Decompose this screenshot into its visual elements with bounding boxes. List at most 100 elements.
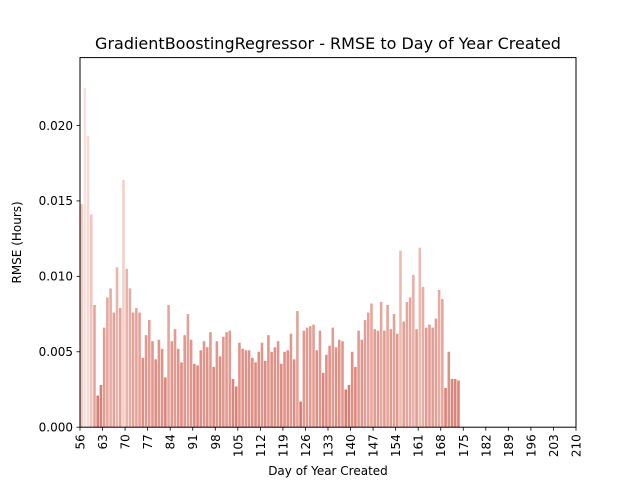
bar: [405, 301, 409, 428]
bar: [222, 336, 225, 428]
bar: [296, 311, 299, 428]
plot-frame: [79, 57, 577, 428]
bar: [318, 330, 322, 428]
x-tick-label: 203: [547, 434, 561, 457]
x-tick-label: 154: [389, 434, 403, 457]
bar: [276, 341, 280, 428]
y-axis-label: RMSE (Hours): [10, 201, 24, 283]
bar: [141, 357, 145, 428]
bar: [99, 384, 103, 428]
bar: [321, 372, 325, 428]
bar: [383, 330, 386, 428]
bar: [205, 347, 209, 428]
bar: [315, 350, 319, 428]
bar: [228, 330, 232, 428]
bar: [151, 341, 154, 428]
bar: [93, 305, 96, 428]
bar: [160, 348, 164, 428]
bar: [450, 378, 454, 428]
bar: [360, 339, 364, 428]
bar: [122, 179, 125, 428]
x-axis-label: Day of Year Created: [268, 464, 388, 478]
bar: [434, 318, 438, 428]
bar: [325, 354, 328, 428]
y-tick-label: 0.020: [39, 119, 73, 133]
bar: [225, 332, 228, 428]
bar: [309, 326, 312, 428]
bar: [80, 203, 83, 428]
y-axis-ticks: 0.000 0.005 0.010 0.015 0.020: [39, 119, 80, 435]
bar: [89, 214, 93, 428]
bar: [421, 286, 425, 428]
bar: [215, 341, 219, 428]
bar: [170, 341, 174, 428]
bar: [447, 351, 451, 428]
bar: [154, 359, 157, 428]
bar: [292, 359, 296, 428]
x-tick-label: 196: [524, 434, 538, 457]
bar: [112, 312, 116, 428]
bar: [86, 136, 90, 428]
bar: [354, 366, 357, 428]
x-tick-label: 70: [119, 434, 133, 449]
bar: [147, 320, 151, 428]
bar: [337, 339, 341, 428]
x-tick-label: 189: [502, 434, 516, 457]
bar: [373, 329, 376, 428]
bar: [386, 305, 389, 428]
bar: [212, 366, 215, 428]
bar: [402, 321, 405, 428]
bar: [457, 380, 460, 428]
bar: [231, 378, 235, 428]
bar: [118, 308, 122, 428]
bar: [96, 395, 100, 428]
bar: [334, 347, 338, 428]
bar: [138, 312, 141, 428]
y-tick-label: 0.005: [39, 345, 73, 359]
bar: [247, 350, 251, 428]
bar: [199, 350, 203, 428]
bar: [144, 335, 148, 428]
bar: [164, 377, 167, 428]
bar: [379, 301, 383, 428]
bar: [389, 329, 393, 428]
bar: [305, 327, 309, 428]
bar: [173, 329, 177, 428]
bar: [370, 303, 373, 428]
bar: [395, 333, 399, 428]
bar: [176, 348, 180, 428]
bar: [263, 360, 267, 428]
bar: [415, 329, 418, 428]
bar: [157, 339, 161, 428]
x-tick-label: 84: [164, 434, 178, 449]
bar: [209, 332, 212, 428]
bar: [341, 341, 344, 428]
x-tick-label: 161: [412, 434, 426, 457]
x-tick-label: 126: [299, 434, 313, 457]
bar: [347, 384, 351, 428]
y-tick-label: 0.000: [39, 421, 73, 435]
x-axis-ticks: 56 63 70 77 84 91 98 105 112 119 126 133 140 147 154 16…: [74, 427, 584, 457]
x-tick-label: 91: [186, 434, 200, 449]
bar: [257, 351, 261, 428]
x-tick-label: 112: [254, 434, 268, 457]
x-tick-label: 56: [74, 434, 88, 449]
bar: [302, 330, 306, 428]
bar: [125, 268, 128, 428]
x-tick-label: 175: [457, 434, 471, 457]
bar: [234, 386, 238, 428]
bar: [218, 356, 222, 428]
x-tick-label: 105: [231, 434, 245, 457]
bar: [183, 335, 186, 428]
bar: [106, 297, 109, 428]
bar: [424, 327, 428, 428]
bar: [267, 335, 270, 428]
bar: [312, 324, 315, 428]
x-tick-label: 147: [367, 434, 381, 457]
bar: [244, 350, 248, 428]
chart-title: GradientBoostingRegressor - RMSE to Day …: [95, 34, 561, 53]
x-tick-label: 168: [434, 434, 448, 457]
bar: [289, 333, 293, 428]
bar: [270, 351, 273, 428]
x-tick-label: 210: [570, 434, 584, 457]
